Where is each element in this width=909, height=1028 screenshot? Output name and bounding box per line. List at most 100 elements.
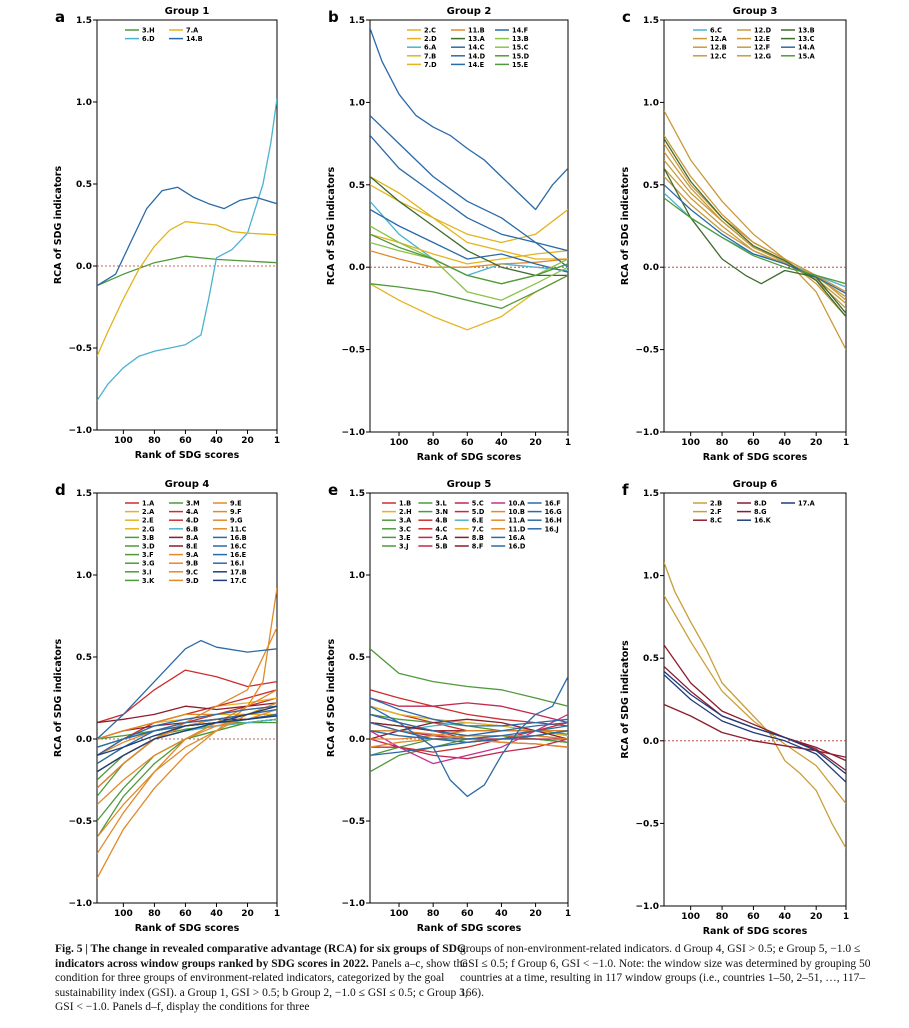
caption-head: Fig. 5 | The change in revealed comparat…	[55, 943, 466, 970]
legend-label: 2.F	[710, 508, 722, 516]
legend: 1.B2.H3.A3.C3.E3.J 3.L3.N4.B4.C5.A5.B 5.C5…	[382, 500, 562, 551]
y-tick-label: −0.5	[636, 819, 659, 829]
caption-right-column: groups of non-environment-related indica…	[460, 942, 875, 1000]
panel-letter: c	[622, 8, 631, 26]
legend-label: 16.E	[230, 551, 247, 559]
legend-label: 8.E	[186, 543, 198, 551]
legend-label: 14.B	[186, 35, 203, 43]
legend-label: 3.A	[399, 517, 412, 525]
series-line-12-G	[664, 151, 846, 304]
legend-label: 3.L	[435, 500, 447, 508]
legend-label: 11.D	[508, 525, 526, 533]
y-axis-label: RCA of SDG indicators	[620, 167, 631, 286]
series-line-3-H	[97, 255, 277, 287]
legend-label: 4.B	[435, 517, 447, 525]
x-tick-label: 20	[241, 436, 254, 446]
series-line-16-D	[370, 713, 568, 737]
x-tick-label: 100	[390, 438, 409, 448]
y-tick-label: 1.5	[76, 16, 92, 26]
x-tick-label: 80	[427, 438, 440, 448]
series-line-16-A	[370, 676, 568, 798]
panel-title: Group 6	[733, 479, 778, 490]
legend-label: 6.B	[186, 525, 198, 533]
series-line-8-C	[664, 703, 846, 758]
legend-label: 12.D	[754, 27, 772, 35]
series-line-2-B	[664, 562, 846, 849]
legend-label: 5.A	[435, 534, 448, 542]
legend-label: 2.D	[424, 35, 437, 43]
legend-label: 9.C	[186, 568, 198, 576]
legend-label: 14.C	[468, 44, 485, 52]
x-tick-label: 60	[461, 909, 474, 919]
x-tick-label: 1	[565, 438, 571, 448]
series-group	[664, 110, 846, 350]
y-tick-label: 1.0	[349, 98, 365, 108]
series-line-8-D	[664, 644, 846, 772]
series-line-17-C	[97, 715, 277, 757]
axes-frame	[663, 19, 847, 433]
series-line-6-D	[97, 98, 277, 401]
legend-label: 6.D	[142, 35, 155, 43]
x-tick-label: 1	[565, 909, 571, 919]
series-line-3-G	[97, 718, 277, 748]
x-tick-label: 40	[210, 909, 223, 919]
series-group	[97, 98, 277, 401]
x-tick-label: 100	[681, 438, 700, 448]
legend-label: 3.I	[142, 568, 152, 576]
legend-label: 8.A	[186, 534, 199, 542]
legend-label: 3.H	[142, 27, 155, 35]
series-line-2-F	[664, 595, 846, 805]
legend-label: 9.F	[230, 508, 242, 516]
legend-label: 14.E	[468, 61, 485, 69]
legend-label: 17.A	[798, 500, 816, 508]
series-line-9-D	[97, 708, 277, 806]
legend-label: 11.A	[508, 517, 526, 525]
legend-label: 13.B	[798, 27, 815, 35]
x-tick-label: 100	[114, 436, 133, 446]
legend-label: 7.B	[424, 52, 436, 60]
y-tick-label: 1.0	[76, 571, 92, 581]
legend-label: 6.C	[710, 27, 722, 35]
x-tick-label: 40	[495, 909, 508, 919]
panel-a: a Group 1 −1.0 −0.5 0.0 0.5 1.0 1.5 100 80 60 40 20 1…	[53, 6, 280, 461]
legend-label: 5.C	[472, 500, 484, 508]
legend-label: 16.F	[545, 500, 561, 508]
x-tick-label: 20	[810, 438, 823, 448]
legend-label: 11.C	[230, 525, 247, 533]
caption-body-right: groups of non-environment-related indica…	[460, 943, 871, 999]
legend-label: 12.F	[754, 44, 770, 52]
x-tick-label: 40	[210, 436, 223, 446]
y-tick-label: 1.5	[349, 489, 365, 499]
legend-label: 16.J	[545, 525, 559, 533]
series-group	[370, 27, 568, 331]
series-line-14-A	[664, 184, 846, 295]
legend-label: 12.C	[710, 52, 727, 60]
panel-title: Group 4	[165, 479, 210, 490]
legend-label: 12.B	[710, 44, 727, 52]
series-line-3-E	[370, 735, 568, 773]
x-tick-label: 1	[843, 438, 849, 448]
series-line-14-F	[370, 27, 568, 211]
caption-left-column: Fig. 5 | The change in revealed comparat…	[55, 942, 470, 1015]
y-tick-label: 0.5	[643, 654, 659, 664]
series-line-16-J	[370, 730, 568, 757]
series-group	[97, 588, 277, 879]
y-tick-label: −0.5	[69, 817, 92, 827]
series-line-9-A	[97, 588, 277, 879]
y-tick-label: 1.0	[643, 572, 659, 582]
legend-label: 3.K	[142, 577, 155, 585]
legend-label: 17.C	[230, 577, 247, 585]
legend-label: 15.D	[512, 52, 530, 60]
series-line-7-A	[97, 221, 277, 357]
legend: 1.A2.A2.E2.G3.B3.D3.F3.G3.I3.K 3.M4.A4.D6…	[125, 500, 247, 585]
y-tick-label: 0.5	[76, 653, 92, 663]
x-tick-label: 1	[274, 436, 280, 446]
x-tick-label: 60	[747, 912, 760, 922]
legend-label: 14.F	[512, 27, 528, 35]
series-line-12-A	[664, 110, 846, 350]
series-line-4-B	[370, 689, 568, 727]
y-tick-label: 1.0	[349, 571, 365, 581]
legend-label: 17.B	[230, 568, 247, 576]
y-tick-label: −1.0	[342, 899, 365, 909]
panel-e: e Group 5 −1.0 −0.5 0.0 0.5 1.0 1.5 100 80 60 40 20 1…	[326, 479, 571, 934]
